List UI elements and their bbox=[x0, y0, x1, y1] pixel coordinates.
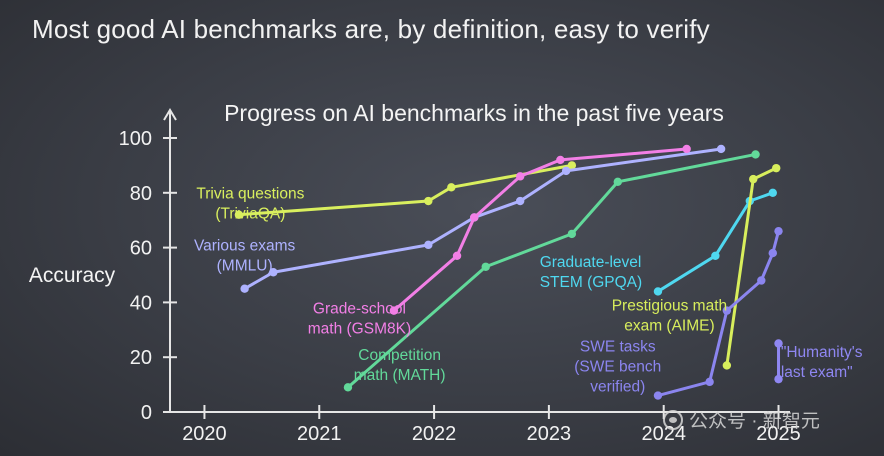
slide-title: Most good AI benchmarks are, by definiti… bbox=[32, 14, 710, 44]
series-humanity-s-last-exam bbox=[774, 339, 783, 384]
data-point bbox=[768, 248, 777, 258]
series-label-line: verified) bbox=[590, 379, 645, 396]
data-point bbox=[768, 188, 777, 197]
x-tick-label: 2022 bbox=[412, 423, 457, 445]
series-label-line: (TriviaQA) bbox=[215, 205, 285, 222]
series-label-various-exams-mmlu: Various exams (MMLU) bbox=[194, 237, 296, 274]
series-label-line: Competition bbox=[358, 347, 441, 364]
data-point bbox=[757, 276, 766, 285]
data-point bbox=[470, 213, 479, 222]
data-point bbox=[711, 251, 720, 261]
series-label-line: "Humanity's bbox=[781, 344, 863, 361]
data-point bbox=[774, 226, 783, 236]
data-point bbox=[389, 306, 399, 315]
series-label-line: math (MATH) bbox=[354, 367, 446, 384]
series-label-line: Various exams bbox=[194, 237, 296, 254]
series-label-line: SWE tasks bbox=[580, 339, 656, 356]
series-label-swe-tasks-swe-bench-verified: SWE tasks (SWE bench verified) bbox=[574, 339, 661, 396]
data-point bbox=[424, 240, 433, 250]
x-tick-label: 2025 bbox=[756, 423, 801, 445]
series-swe-tasks-swe-bench-verified bbox=[653, 226, 783, 400]
data-point bbox=[682, 144, 691, 154]
series-competition-math-math bbox=[343, 150, 760, 392]
series-line bbox=[237, 163, 574, 217]
series-label-graduate-level-stem-gpqa: Graduate-level STEM (GPQA) bbox=[540, 254, 642, 291]
series-label-line: Prestigious math bbox=[612, 298, 727, 315]
series-label-line: STEM (GPQA) bbox=[540, 274, 642, 291]
x-tick-label: 2023 bbox=[527, 423, 572, 445]
series-label-humanity-s-last-exam: "Humanity's last exam" bbox=[781, 344, 863, 381]
data-point bbox=[343, 383, 353, 392]
data-point bbox=[749, 174, 758, 184]
y-axis-arrow bbox=[163, 108, 177, 121]
series-label-trivia-questions-triviaqa: Trivia questions (TriviaQA) bbox=[196, 185, 304, 222]
watermark-text: 公众号 · 新智元 bbox=[689, 411, 820, 432]
watermark: 公众号 · 新智元 bbox=[663, 406, 820, 433]
series-layer bbox=[234, 144, 783, 400]
data-point bbox=[653, 391, 663, 400]
series-label-line: last exam" bbox=[781, 364, 853, 381]
y-tick-label: 20 bbox=[130, 347, 152, 369]
series-label-competition-math-math: Competition math (MATH) bbox=[354, 347, 446, 384]
data-point bbox=[481, 262, 490, 271]
wechat-icon bbox=[663, 409, 683, 430]
series-graduate-level-stem-gpqa bbox=[653, 188, 777, 296]
data-point bbox=[613, 177, 622, 187]
series-label-line: Grade-school bbox=[313, 300, 406, 317]
series-label-line: Graduate-level bbox=[540, 254, 642, 271]
series-label-line: (MMLU) bbox=[217, 257, 273, 274]
data-point bbox=[269, 268, 278, 277]
series-trivia-questions-triviaqa bbox=[234, 161, 577, 219]
chart-title: Progress on AI benchmarks in the past fi… bbox=[224, 100, 724, 126]
data-point bbox=[234, 210, 244, 219]
data-point bbox=[424, 196, 433, 206]
y-tick-label: 40 bbox=[130, 292, 152, 314]
data-point bbox=[447, 183, 456, 192]
y-tick-label: 60 bbox=[130, 238, 152, 260]
y-tick-label: 80 bbox=[130, 183, 152, 205]
data-point bbox=[774, 339, 783, 348]
series-label-line: math (GSM8K) bbox=[308, 320, 411, 337]
data-point bbox=[653, 287, 663, 296]
data-point bbox=[561, 166, 571, 176]
x-tick-label: 2020 bbox=[182, 423, 227, 445]
data-point bbox=[751, 150, 760, 159]
data-point bbox=[772, 163, 781, 173]
y-axis-label: Accuracy bbox=[29, 264, 116, 287]
series-label-grade-school-math-gsm8k: Grade-school math (GSM8K) bbox=[308, 300, 411, 337]
series-labels: Trivia questions (TriviaQA) Various exams (… bbox=[194, 185, 863, 395]
series-line bbox=[725, 166, 778, 367]
data-point bbox=[515, 172, 525, 181]
data-point bbox=[556, 155, 565, 165]
series-label-line: exam (AIME) bbox=[624, 318, 714, 335]
data-point bbox=[716, 144, 726, 154]
series-line bbox=[656, 191, 775, 293]
data-point bbox=[515, 196, 525, 206]
data-point bbox=[705, 377, 714, 387]
x-tick-label: 2021 bbox=[297, 423, 342, 445]
data-point bbox=[722, 361, 732, 370]
y-tick-label: 0 bbox=[141, 402, 152, 424]
series-label-line: Trivia questions bbox=[196, 185, 304, 202]
data-point bbox=[240, 284, 249, 293]
data-point bbox=[452, 251, 462, 261]
series-label-prestigious-math-exam-aime: Prestigious math exam (AIME) bbox=[612, 298, 727, 335]
series-grade-school-math-gsm8k bbox=[389, 144, 691, 315]
data-point bbox=[567, 161, 577, 170]
data-point bbox=[774, 374, 783, 384]
series-label-line: (SWE bench bbox=[574, 359, 661, 376]
y-tick-label: 100 bbox=[119, 128, 152, 150]
data-point bbox=[722, 306, 732, 315]
data-point bbox=[567, 229, 577, 239]
series-line bbox=[392, 147, 689, 313]
